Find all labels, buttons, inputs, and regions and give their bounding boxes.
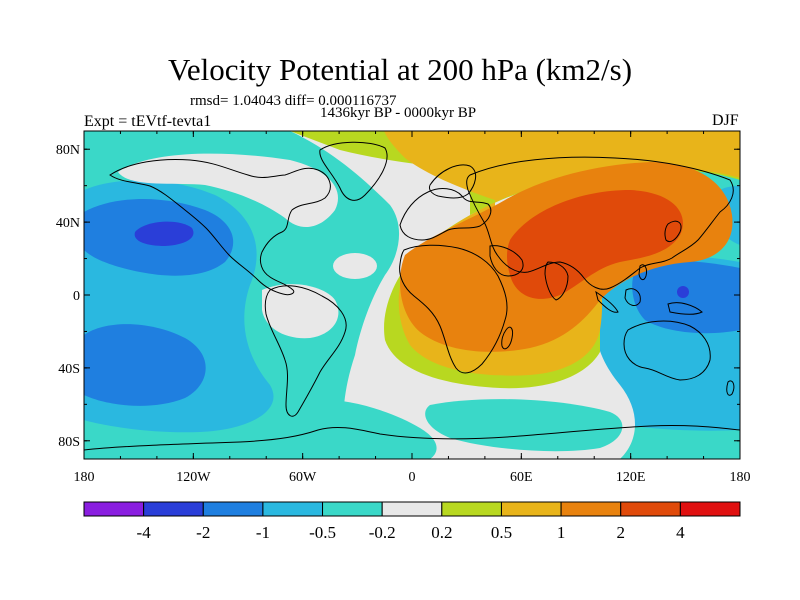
coastlines [84, 141, 740, 451]
colorbar-swatch [560, 501, 622, 517]
contour-neutral-atlantic [333, 253, 377, 279]
contour-negative-southatlantic [300, 399, 437, 459]
colorbar-label: -2 [196, 523, 210, 542]
colorbar-label: 4 [676, 523, 685, 542]
coast-new-guinea [667, 302, 703, 315]
colorbar-swatch [262, 501, 324, 517]
lon-tick-label: 120W [176, 470, 211, 485]
lat-tick-label: 80S [58, 435, 80, 450]
time-period-label: 1436kyr BP - 0000kyr BP [320, 105, 477, 121]
lat-tick-label: 40N [56, 216, 80, 231]
coast-antarctica [84, 424, 740, 451]
contour-negative-westpacific-core [677, 286, 689, 298]
colorbar-swatch [500, 501, 562, 517]
lon-tick-label: 60W [289, 470, 317, 485]
colorbar-swatch [143, 501, 204, 517]
colorbar-swatch [322, 501, 383, 517]
contour-field [84, 131, 740, 459]
colorbar-swatch [83, 501, 145, 517]
coast-sumatra [595, 290, 619, 313]
lon-tick-label: 180 [730, 470, 751, 485]
season-label: DJF [712, 112, 739, 129]
contour-positive-core [507, 190, 683, 299]
colorbar-label: 1 [557, 523, 566, 542]
coast-africa [399, 244, 508, 374]
colorbar-swatch [441, 501, 502, 517]
contour-negative-southpacific [84, 324, 206, 406]
coast-australia [623, 320, 711, 381]
coast-scandinavia [429, 164, 477, 199]
coast-new-zealand [726, 380, 735, 396]
coast-arabia [489, 245, 524, 277]
colorbar-label: 0.2 [431, 523, 452, 542]
coast-india [544, 261, 569, 301]
colorbar-swatch [620, 501, 681, 517]
axis-labels: 180 120W 60W 0 60E 120E 180 80N 40N 0 40S 80S [56, 143, 751, 485]
colorbar-swatch [202, 501, 264, 517]
coast-japan [664, 220, 682, 243]
coast-south-america [264, 285, 347, 417]
colorbar-label: -0.5 [309, 523, 336, 542]
lat-tick-label: 80N [56, 143, 80, 158]
lat-tick-label: 40S [58, 362, 80, 377]
colorbar: -4 -2 -1 -0.5 -0.2 0.2 0.5 1 2 4 [83, 501, 741, 542]
lon-tick-label: 60E [510, 470, 533, 485]
rmsd-diff-stats: rmsd= 1.04043 diff= 0.000116737 [190, 93, 397, 109]
lon-tick-label: 120E [616, 470, 646, 485]
lon-tick-label: 0 [409, 470, 416, 485]
axis-ticks [83, 131, 741, 459]
coast-europe [399, 188, 492, 241]
coast-greenland [319, 141, 388, 201]
colorbar-swatch [679, 501, 741, 517]
coast-asia [466, 156, 734, 290]
lat-tick-label: 0 [73, 289, 80, 304]
contour-neutral-samerica [262, 284, 339, 339]
coast-madagascar [501, 326, 513, 350]
coast-borneo [624, 288, 641, 306]
contour-negative-pacific-core [134, 221, 194, 246]
colorbar-label: -4 [137, 523, 152, 542]
colorbar-label: 2 [616, 523, 625, 542]
map-title: Velocity Potential at 200 hPa (km2/s) [167, 52, 633, 87]
experiment-label: Expt = tEVtf-tevta1 [84, 113, 212, 130]
lon-tick-label: 180 [74, 470, 95, 485]
coast-philippines [638, 264, 647, 281]
coast-north-america [109, 159, 331, 296]
colorbar-swatch [381, 501, 443, 517]
contour-neutral-namerica [118, 153, 338, 228]
colorbar-label: -1 [256, 523, 270, 542]
colorbar-label: 0.5 [491, 523, 512, 542]
colorbar-label: -0.2 [369, 523, 396, 542]
